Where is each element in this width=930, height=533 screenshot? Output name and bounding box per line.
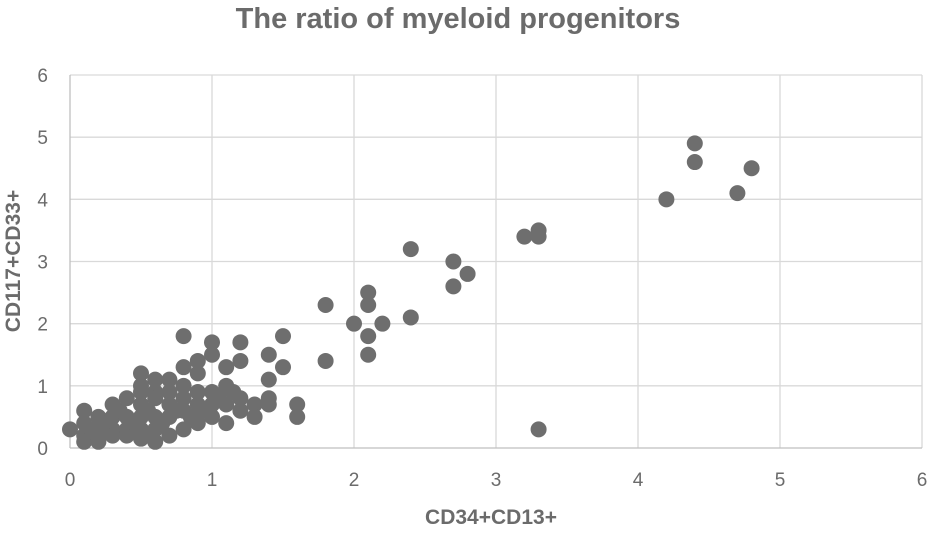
- data-point: [147, 371, 164, 388]
- data-point: [218, 359, 235, 376]
- axes: [69, 75, 922, 449]
- data-point: [289, 408, 306, 425]
- data-point: [204, 334, 220, 351]
- data-point: [232, 390, 249, 407]
- data-point: [289, 396, 306, 413]
- data-point: [189, 352, 206, 369]
- data-point: [402, 241, 419, 258]
- data-point: [686, 154, 703, 171]
- data-point: [90, 433, 107, 450]
- data-point: [445, 278, 462, 295]
- data-point: [189, 365, 206, 382]
- x-tick-labels: 0 1 2 3 4 5 6: [65, 470, 928, 491]
- data-point: [232, 334, 249, 351]
- y-tick-labels: 0 1 2 3 4 5 6: [37, 66, 48, 460]
- data-point: [743, 160, 760, 177]
- data-point: [360, 297, 377, 314]
- data-point: [147, 433, 164, 450]
- data-point: [147, 390, 164, 407]
- x-tick-label: 1: [207, 470, 218, 491]
- data-point: [317, 352, 334, 369]
- data-point: [118, 427, 135, 444]
- data-point: [260, 396, 277, 413]
- data-point: [76, 402, 93, 419]
- data-point: [118, 390, 135, 407]
- y-tick-label: 0: [37, 439, 48, 460]
- data-point: [175, 421, 192, 438]
- data-point: [62, 421, 78, 438]
- data-point: [189, 415, 206, 432]
- data-point: [275, 359, 291, 376]
- data-point: [175, 390, 192, 407]
- x-tick-label: 0: [65, 470, 76, 491]
- x-axis-label: CD34+CD13+: [425, 506, 557, 529]
- data-point: [445, 253, 462, 270]
- data-point: [516, 228, 533, 245]
- data-points: [62, 135, 760, 450]
- data-point: [161, 427, 178, 444]
- x-tick-label: 4: [633, 470, 644, 491]
- data-point: [374, 315, 391, 332]
- x-tick-label: 5: [775, 470, 786, 491]
- data-point: [360, 346, 377, 363]
- chart-title: The ratio of myeloid progenitors: [236, 3, 681, 35]
- y-tick-label: 2: [37, 315, 48, 336]
- data-point: [260, 371, 277, 388]
- data-point: [161, 371, 178, 388]
- data-point: [658, 191, 675, 208]
- data-point: [246, 396, 263, 413]
- data-point: [530, 228, 547, 245]
- data-point: [175, 328, 192, 345]
- data-point: [360, 284, 377, 301]
- data-point: [175, 359, 192, 376]
- data-point: [204, 346, 220, 363]
- data-point: [218, 415, 235, 432]
- x-tick-label: 6: [917, 470, 928, 491]
- data-point: [204, 408, 220, 425]
- y-axis-label: CD117+CD33+: [2, 190, 25, 332]
- data-point: [232, 352, 249, 369]
- data-point: [175, 377, 192, 394]
- x-tick-label: 2: [349, 470, 360, 491]
- data-point: [246, 408, 263, 425]
- data-point: [346, 315, 362, 332]
- y-tick-label: 1: [37, 377, 48, 398]
- data-point: [218, 396, 235, 413]
- y-tick-label: 5: [37, 128, 48, 149]
- data-point: [360, 328, 377, 345]
- data-point: [133, 384, 149, 401]
- data-point: [189, 384, 206, 401]
- data-point: [729, 185, 746, 202]
- data-point: [260, 346, 277, 363]
- data-point: [104, 427, 121, 444]
- x-tick-label: 3: [491, 470, 502, 491]
- data-point: [275, 328, 291, 345]
- y-tick-label: 6: [37, 66, 48, 87]
- data-point: [530, 421, 547, 438]
- y-tick-label: 4: [37, 190, 48, 211]
- data-point: [133, 365, 149, 382]
- data-point: [317, 297, 334, 314]
- y-tick-label: 3: [37, 253, 48, 274]
- data-point: [161, 384, 178, 401]
- data-point: [686, 135, 703, 152]
- data-point: [459, 265, 476, 282]
- data-point: [402, 309, 419, 326]
- data-point: [76, 433, 93, 450]
- data-point: [232, 402, 249, 419]
